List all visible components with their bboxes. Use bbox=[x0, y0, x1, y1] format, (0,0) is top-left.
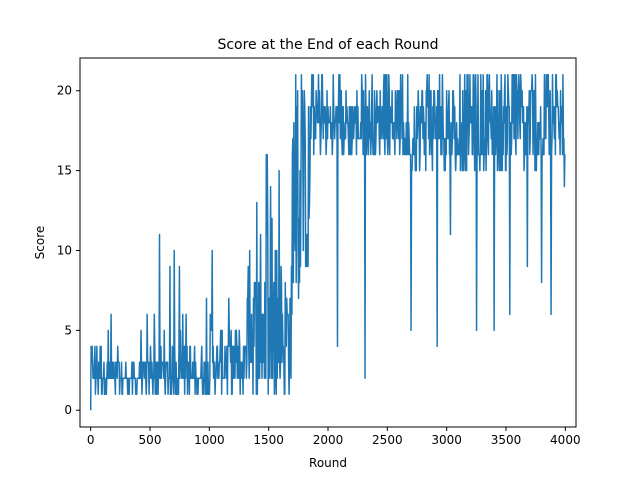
x-tick-label: 2500 bbox=[372, 433, 403, 447]
x-axis-label: Round bbox=[309, 456, 347, 470]
x-tick-label: 1000 bbox=[194, 433, 225, 447]
x-tick-label: 2000 bbox=[313, 433, 344, 447]
y-tick-label: 0 bbox=[64, 403, 72, 417]
x-tick-label: 1500 bbox=[253, 433, 284, 447]
y-tick-label: 5 bbox=[64, 323, 72, 337]
x-tick-label: 3500 bbox=[491, 433, 522, 447]
x-tick-label: 0 bbox=[87, 433, 95, 447]
x-tick-label: 3000 bbox=[431, 433, 462, 447]
series-layer bbox=[89, 74, 566, 411]
plot-area: 0 500 1000 1500 2000 2500 3000 3500 4000 0 5 10 15 2… bbox=[57, 57, 581, 447]
x-axis-ticks: 0 500 1000 1500 2000 2500 3000 3500 4000 bbox=[87, 427, 581, 447]
y-axis-label: Score bbox=[33, 226, 47, 260]
y-tick-label: 10 bbox=[57, 243, 72, 257]
x-tick-label: 4000 bbox=[550, 433, 581, 447]
chart-title: Score at the End of each Round bbox=[217, 37, 438, 53]
score-series-line bbox=[89, 74, 566, 411]
x-tick-label: 500 bbox=[139, 433, 162, 447]
y-tick-label: 20 bbox=[57, 84, 72, 98]
y-tick-label: 15 bbox=[57, 164, 72, 178]
y-axis-ticks: 0 5 10 15 20 bbox=[57, 84, 80, 417]
